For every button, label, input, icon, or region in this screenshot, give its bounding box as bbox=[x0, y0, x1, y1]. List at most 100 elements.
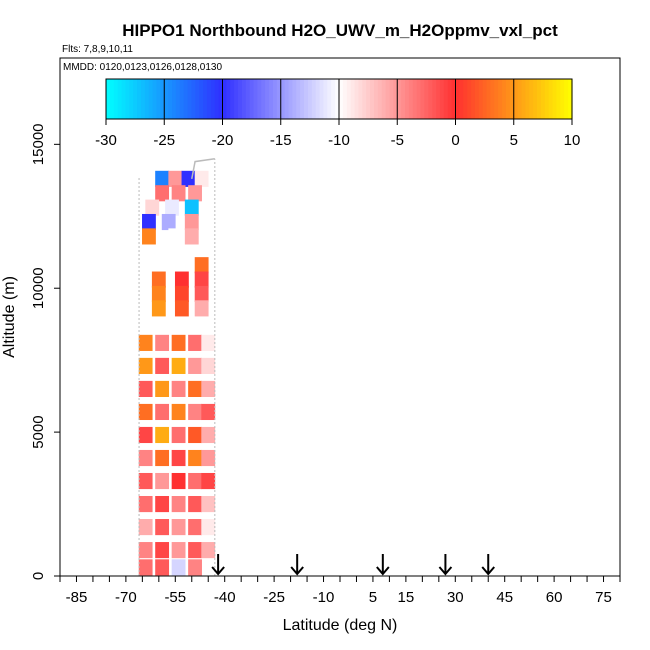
y-tick-label: 0 bbox=[30, 572, 47, 580]
colorbar-swatch bbox=[276, 79, 282, 119]
colorbar-swatch bbox=[521, 79, 526, 119]
colorbar-swatch bbox=[525, 79, 530, 119]
colorbar-swatch bbox=[187, 79, 193, 119]
colorbar-swatch bbox=[467, 79, 472, 119]
data-cell bbox=[201, 426, 216, 444]
data-cell bbox=[171, 542, 186, 559]
data-cell bbox=[138, 559, 153, 576]
colorbar-swatch bbox=[315, 79, 321, 119]
chart-subtitle: Flts: 7,8,9,10,11 bbox=[62, 44, 133, 55]
colorbar-swatch bbox=[164, 79, 169, 119]
colorbar-swatch bbox=[175, 79, 181, 119]
colorbar-swatch bbox=[195, 79, 200, 119]
colorbar-swatch bbox=[238, 79, 243, 119]
data-cell bbox=[188, 519, 202, 536]
colorbar-swatch bbox=[401, 79, 406, 119]
data-cell bbox=[201, 449, 216, 467]
data-cells bbox=[138, 170, 216, 576]
colorbar-swatch bbox=[447, 79, 453, 119]
data-cell bbox=[155, 542, 170, 559]
data-cell bbox=[201, 380, 216, 398]
colorbar-swatch bbox=[160, 79, 165, 119]
colorbar-swatch bbox=[455, 79, 460, 119]
colorbar-swatch bbox=[389, 79, 394, 119]
colorbar-swatch bbox=[370, 79, 375, 119]
data-cell bbox=[151, 271, 166, 288]
colorbar-swatch bbox=[552, 79, 558, 119]
colorbar-tick-label: -5 bbox=[391, 132, 404, 149]
colorbar-swatch bbox=[206, 79, 212, 119]
y-tick-label: 15000 bbox=[30, 123, 47, 165]
x-tick-label: -85 bbox=[66, 589, 88, 606]
colorbar-swatch bbox=[342, 79, 348, 119]
colorbar-swatch bbox=[307, 79, 313, 119]
data-cell bbox=[171, 559, 186, 576]
colorbar-swatch bbox=[253, 79, 259, 119]
colorbar-swatch bbox=[230, 79, 235, 119]
colorbar-swatch bbox=[517, 79, 523, 119]
data-cell bbox=[161, 213, 176, 231]
colorbar-swatch bbox=[172, 79, 177, 119]
data-cell bbox=[151, 285, 166, 303]
colorbar-swatch bbox=[540, 79, 546, 119]
data-cell bbox=[188, 403, 202, 421]
colorbar-swatch bbox=[319, 79, 325, 119]
colorbar-swatch bbox=[249, 79, 255, 119]
data-cell bbox=[155, 357, 170, 374]
data-cell bbox=[171, 357, 186, 374]
colorbar-tick-label: 5 bbox=[510, 132, 518, 149]
x-tick-label: 60 bbox=[546, 589, 563, 606]
colorbar: -30 -25 -20 -15 -10 -5 0 5 10 bbox=[95, 78, 580, 149]
data-cell bbox=[138, 357, 153, 374]
colorbar-swatch bbox=[241, 79, 247, 119]
y-axis-label: Altitude (m) bbox=[1, 276, 18, 358]
data-cell bbox=[155, 519, 170, 536]
colorbar-swatch bbox=[548, 79, 554, 119]
colorbar-swatch bbox=[416, 79, 422, 119]
data-cell bbox=[194, 257, 209, 274]
data-cell bbox=[171, 426, 186, 444]
colorbar-tick-label: -20 bbox=[212, 132, 234, 149]
colorbar-swatch bbox=[513, 79, 519, 119]
colorbar-swatch bbox=[420, 79, 426, 119]
data-cell bbox=[201, 495, 216, 513]
colorbar-swatch bbox=[358, 79, 363, 119]
data-cell bbox=[188, 357, 202, 374]
colorbar-swatch bbox=[366, 79, 371, 119]
data-cell bbox=[168, 170, 183, 187]
colorbar-swatch bbox=[428, 79, 433, 119]
colorbar-swatch bbox=[331, 79, 336, 119]
colorbar-swatch bbox=[424, 79, 429, 119]
data-cell bbox=[184, 213, 199, 231]
data-cell bbox=[155, 334, 170, 351]
colorbar-swatch bbox=[210, 79, 216, 119]
data-cell bbox=[194, 300, 209, 317]
data-cell bbox=[194, 271, 209, 288]
colorbar-swatch bbox=[269, 79, 274, 119]
data-cell bbox=[138, 380, 153, 398]
colorbar-tick-label: 0 bbox=[451, 132, 459, 149]
data-cell bbox=[142, 213, 156, 231]
colorbar-swatch bbox=[109, 79, 115, 119]
colorbar-swatch bbox=[533, 79, 538, 119]
colorbar-swatch bbox=[125, 79, 130, 119]
data-cell bbox=[165, 199, 179, 216]
data-cell bbox=[188, 380, 202, 398]
colorbar-swatch bbox=[381, 79, 387, 119]
data-cell bbox=[174, 300, 189, 317]
colorbar-swatch bbox=[257, 79, 262, 119]
data-cell bbox=[201, 334, 216, 351]
colorbar-swatch bbox=[350, 79, 356, 119]
data-cell bbox=[194, 170, 209, 187]
data-cell bbox=[174, 285, 189, 303]
data-cell bbox=[155, 380, 170, 398]
colorbar-swatch bbox=[412, 79, 418, 119]
data-cell bbox=[151, 300, 166, 317]
colorbar-tick-label: -30 bbox=[95, 132, 117, 149]
colorbar-swatch bbox=[327, 79, 332, 119]
colorbar-swatch bbox=[537, 79, 542, 119]
colorbar-swatch bbox=[494, 79, 499, 119]
data-cell bbox=[188, 542, 202, 559]
colorbar-swatch bbox=[443, 79, 449, 119]
data-cell bbox=[174, 271, 189, 288]
